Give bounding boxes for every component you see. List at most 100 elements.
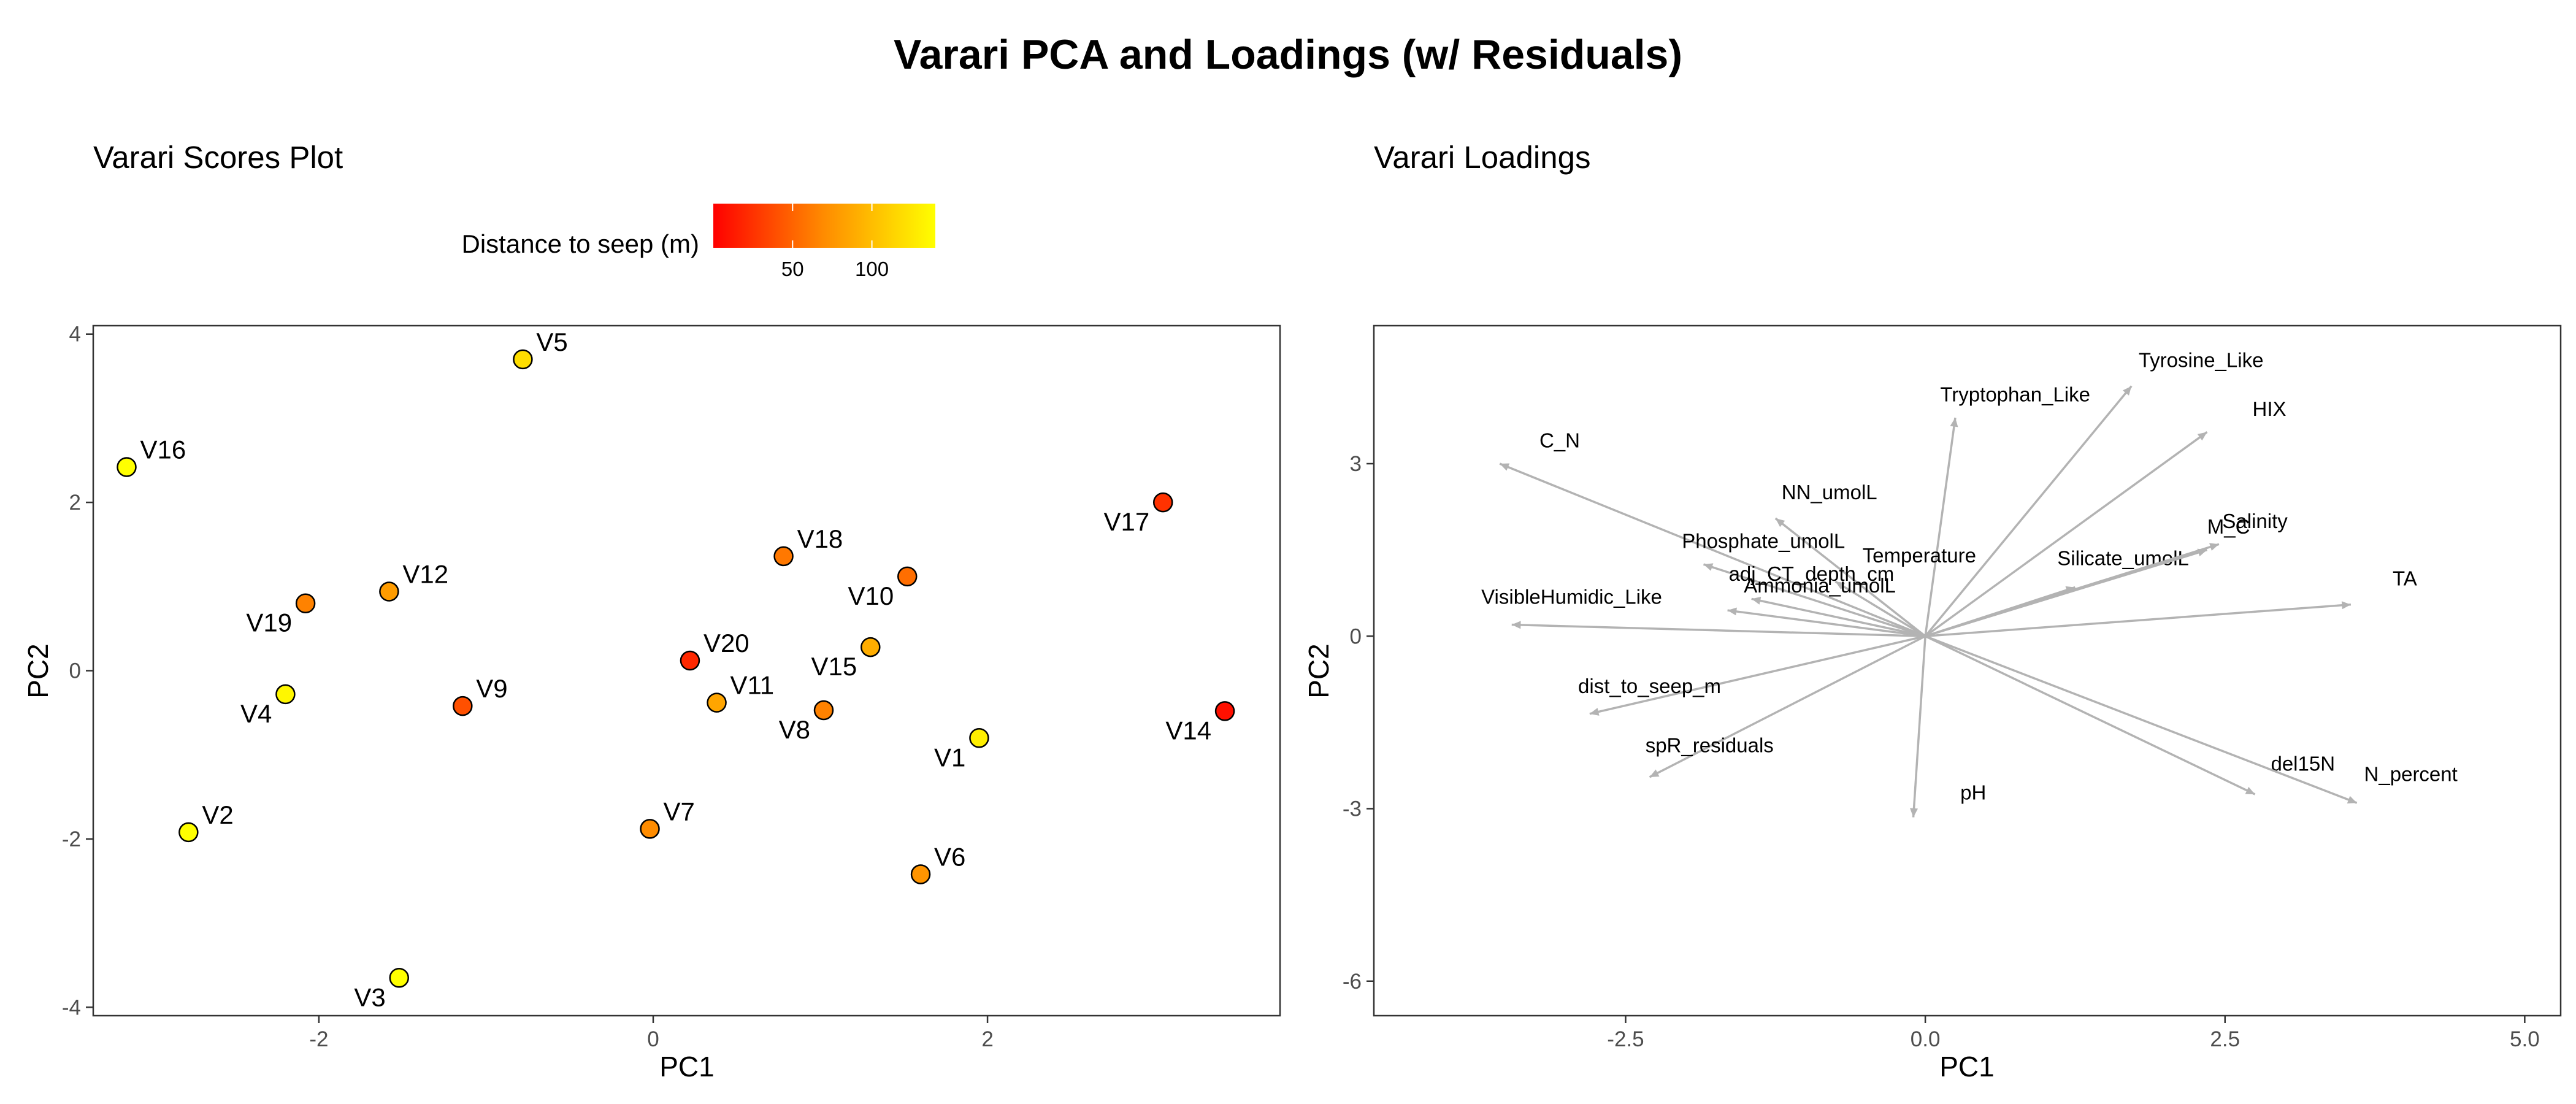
score-label-v12: V12	[402, 560, 448, 589]
score-label-v2: V2	[202, 800, 233, 829]
scores-axes: -2 0 2 -4 -2 0 2 4	[62, 323, 994, 1051]
loading-arrow-phosphate-umoll	[1703, 563, 1926, 637]
loading-arrowhead-c-n	[1500, 463, 1510, 471]
loading-arrowhead-phosphate-umoll	[1703, 563, 1714, 571]
score-label-v5: V5	[536, 328, 567, 356]
score-label-v1: V1	[934, 743, 965, 772]
score-point-v19	[295, 593, 316, 613]
loading-label-nn-umoll: NN_umolL	[1782, 481, 1877, 504]
loading-arrow-c-n	[1499, 462, 1926, 637]
loading-arrow-salinity	[1925, 543, 2220, 637]
loading-arrow-spr-residuals	[1649, 635, 1926, 778]
score-point-v12	[379, 581, 399, 602]
scores-y-tick-label: 2	[69, 491, 81, 515]
score-point-v14	[1214, 701, 1235, 721]
loading-arrow-adj-ct-depth-cm	[1751, 597, 1926, 637]
score-label-v8: V8	[779, 715, 810, 744]
loading-arrow-dist-to-seep-m	[1589, 635, 1926, 715]
loading-label-hix: HIX	[2253, 397, 2287, 420]
loading-arrow-tryptophan-like	[1924, 417, 1957, 637]
scores-x-tick-label: -2	[309, 1027, 328, 1051]
score-point-v1	[969, 728, 989, 748]
scores-x-tick-label: 2	[981, 1027, 993, 1051]
loading-arrowhead-ph	[1910, 808, 1919, 818]
loadings-panel: Varari Loadings -2.5 0.0 2.5 5.0 -6 -3 0 3 C_N N…	[1303, 140, 2562, 1083]
loading-arrowhead-ta	[2341, 601, 2351, 610]
loading-arrow-ta	[1925, 603, 2352, 637]
loading-arrow-nn-umoll	[1774, 517, 1926, 637]
score-label-v9: V9	[476, 674, 507, 703]
loading-label-adj-ct-depth-cm: adj_CT_depth_cm	[1729, 562, 1895, 585]
loadings-x-tick-label: 2.5	[2210, 1027, 2240, 1051]
score-label-v11: V11	[730, 671, 775, 700]
loading-label-ammonia-umoll: Ammonia_umolL	[1744, 574, 1896, 597]
loading-arrow-del15n	[1925, 635, 2256, 795]
loading-arrowhead-temperature	[1835, 581, 1846, 590]
loading-arrow-tyrosine-like	[1924, 385, 2133, 637]
loading-label-c-n: C_N	[1539, 429, 1580, 452]
loading-arrow-ph	[1912, 636, 1926, 818]
score-label-v20: V20	[703, 629, 749, 657]
loadings-x-tick-label: 5.0	[2510, 1027, 2540, 1051]
score-point-v11	[707, 692, 727, 713]
scores-y-tick-label: 0	[69, 659, 81, 683]
score-point-v7	[640, 819, 660, 839]
scores-x-axis-title: PC1	[659, 1051, 714, 1083]
loadings-y-tick-label: 0	[1350, 624, 1362, 648]
scores-y-tick-label: -4	[62, 995, 81, 1019]
score-label-v15: V15	[811, 652, 857, 681]
scores-x-tick-label: 0	[647, 1027, 659, 1051]
legend-ticks: 50 100	[781, 204, 889, 280]
loading-arrowhead-n-percent	[2347, 795, 2357, 803]
scores-points: V1 V2 V3 V4 V5 V6 V7 V8 V9 V10 V11 V12 V14 V15 V16 V17 V…	[117, 328, 1235, 1011]
loading-arrowhead-dist-to-seep-m	[1589, 708, 1600, 716]
score-point-v16	[117, 457, 137, 477]
scores-y-axis-title: PC2	[22, 643, 54, 698]
score-point-v10	[897, 566, 918, 587]
score-label-v10: V10	[848, 581, 894, 610]
scores-title: Varari Scores Plot	[93, 140, 343, 175]
loading-arrowhead-hix	[2197, 432, 2207, 441]
loading-label-ph: pH	[1960, 781, 1986, 803]
loading-arrowhead-spr-residuals	[1649, 769, 1660, 777]
loading-label-phosphate-umoll: Phosphate_umolL	[1682, 530, 1845, 553]
loading-arrowhead-nn-umoll	[1775, 518, 1785, 527]
loading-arrowhead-salinity	[2209, 543, 2219, 551]
loading-arrowhead-tyrosine-like	[2122, 386, 2132, 396]
score-point-v17	[1152, 492, 1173, 513]
score-label-v4: V4	[240, 699, 272, 728]
score-label-v14: V14	[1165, 716, 1211, 745]
scores-panel: Varari Scores Plot Distance to seep (m) …	[22, 140, 1281, 1083]
legend-tick-label: 100	[855, 258, 889, 280]
loadings-y-tick-label: 3	[1350, 452, 1362, 476]
loading-label-silicate-umoll: Silicate_umolL	[2057, 547, 2189, 570]
score-label-v3: V3	[354, 983, 385, 1011]
loading-arrow-temperature	[1834, 580, 1926, 637]
loading-label-temperature: Temperature	[1863, 544, 1976, 567]
score-label-v7: V7	[664, 797, 695, 826]
loadings-y-tick-label: -6	[1343, 970, 1362, 994]
score-point-v9	[453, 696, 473, 716]
score-point-v20	[680, 650, 700, 671]
loadings-x-tick-label: -2.5	[1607, 1027, 1644, 1051]
score-label-v16: V16	[140, 435, 186, 464]
figure-title: Varari PCA and Loadings (w/ Residuals)	[894, 31, 1682, 78]
loadings-y-axis-title: PC2	[1303, 643, 1335, 698]
score-point-v18	[773, 546, 794, 567]
loading-arrowhead-tryptophan-like	[1950, 418, 1958, 427]
loading-arrow-ammonia-umoll	[1727, 609, 1926, 637]
loading-label-ta: TA	[2393, 567, 2417, 590]
loading-arrowhead-visiblehumidic-like	[1511, 621, 1521, 629]
score-point-v6	[910, 864, 931, 884]
loading-label-visiblehumidic-like: VisibleHumidic_Like	[1481, 586, 1662, 608]
legend-colorbar	[713, 204, 935, 248]
loadings-title: Varari Loadings	[1374, 140, 1590, 175]
loading-label-n-percent: N_percent	[2364, 762, 2458, 785]
score-label-v18: V18	[797, 524, 843, 553]
loadings-x-axis-title: PC1	[1939, 1051, 1994, 1083]
loading-label-spr-residuals: spR_residuals	[1646, 734, 1774, 756]
score-point-v2	[178, 822, 199, 843]
score-label-v19: V19	[246, 608, 292, 637]
